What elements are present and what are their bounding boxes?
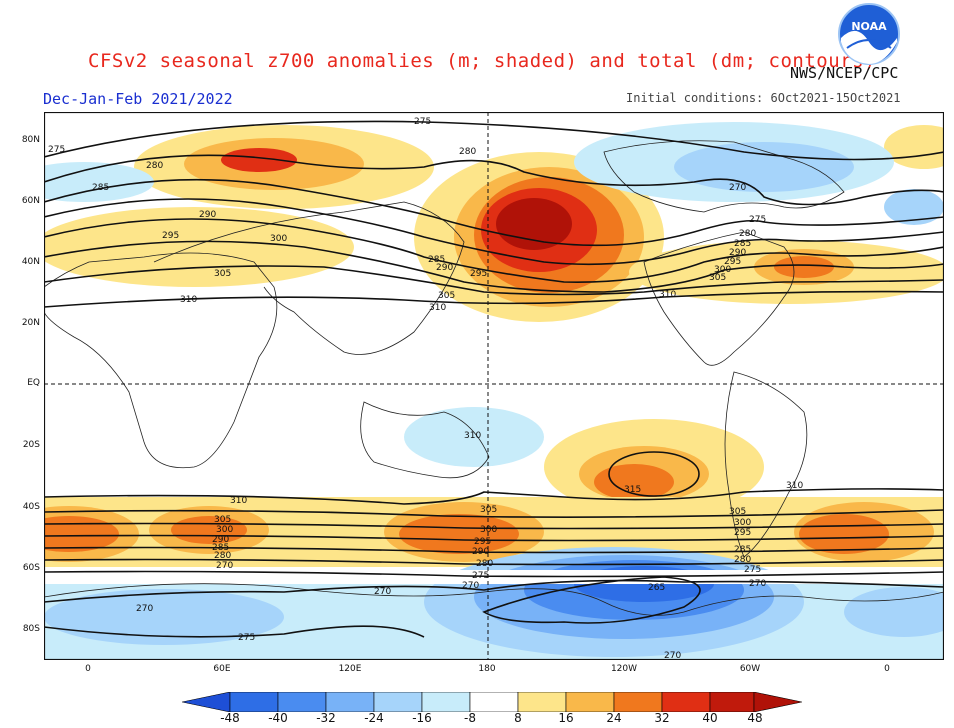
lat-label-40n: 40N [21,257,40,267]
contour-label-295-f: 295 [734,528,751,538]
contour-label-300-e: 300 [480,525,497,535]
lat-label-80s: 80S [22,624,40,634]
contour-label-305-c: 305 [709,273,726,283]
colorbar-label: -48 [220,711,240,725]
chart-title: CFSv2 seasonal z700 anomalies (m; shaded… [88,50,876,72]
contour-label-270-d: 270 [216,561,233,571]
season-label: Dec-Jan-Feb 2021/2022 [43,90,233,108]
contour-label-310-c: 310 [659,290,676,300]
colorbar-label: 8 [514,711,522,725]
contour-label-280: 280 [146,161,163,171]
contour-label-275-c: 275 [749,215,766,225]
colorbar-label: -8 [464,711,476,725]
contour-label-270: 270 [729,183,746,193]
contour-label-310-d: 310 [464,431,481,441]
contour-label-285-f: 285 [734,545,751,555]
contour-label-305-f: 305 [729,507,746,517]
agency-label: NWS/NCEP/CPC [790,64,899,82]
colorbar [182,692,802,712]
colorbar-label: -16 [412,711,432,725]
contour-label-295-e: 295 [474,537,491,547]
contour-label-300-f: 300 [734,518,751,528]
lon-label-0: 0 [85,664,91,674]
colorbar-label: 48 [747,711,763,725]
contour-label-280-b: 280 [459,147,476,157]
anomaly-map: 275 275 280 280 285 290 295 300 305 310 … [44,112,944,660]
lon-label-0-right: 0 [884,664,890,674]
lon-label-60w: 60W [739,664,761,674]
contour-label-275-f: 275 [744,565,761,575]
contour-label-300-c: 300 [714,265,731,275]
contour-label-285-c: 285 [734,239,751,249]
contour-label-315: 315 [624,485,641,495]
contour-label-295-c: 295 [724,257,741,267]
contour-label-270-g: 270 [374,587,391,597]
lon-label-60e: 60E [213,664,231,674]
map-frame [44,112,944,660]
contour-label-300-d: 300 [216,525,233,535]
contour-label-310-e: 310 [230,496,247,506]
contour-label-270-f: 270 [749,579,766,589]
lat-label-60s: 60S [22,563,40,573]
lat-label-eq: EQ [27,378,40,388]
contour-label-280-e: 280 [476,559,493,569]
contour-label-290-e: 290 [472,547,489,557]
colorbar-label: -40 [268,711,288,725]
contour-label-285-d: 285 [212,543,229,553]
lon-label-180: 180 [478,664,496,674]
contour-label-290: 290 [199,210,216,220]
contour-label-275: 275 [414,117,431,127]
lon-label-120e: 120E [338,664,362,674]
contour-label-290-d: 290 [212,535,229,545]
contour-label-295-b: 295 [470,269,487,279]
contour-labels: 275 275 280 280 285 290 295 300 305 310 … [48,117,803,660]
lat-label-60n: 60N [21,196,40,206]
coastlines [44,140,944,616]
noaa-logo: NOAA [838,3,900,65]
colorbar-label: -32 [316,711,336,725]
initial-conditions-label: Initial conditions: 6Oct2021-15Oct2021 [626,91,901,105]
contour-label-290-b: 290 [436,263,453,273]
contour-label-285: 285 [92,183,109,193]
contour-label-310-f: 310 [786,481,803,491]
contour-label-275-g: 275 [238,633,255,643]
contour-label-305: 305 [214,269,231,279]
contour-label-305-d: 305 [214,515,231,525]
lat-label-20n: 20N [21,318,40,328]
contour-label-270-i: 270 [664,651,681,660]
contour-label-285-b: 285 [428,255,445,265]
contour-label-310: 310 [180,295,197,305]
contour-label-265: 265 [648,583,665,593]
contour-label-275-e: 275 [472,571,489,581]
colorbar-label: 24 [606,711,622,725]
contour-label-280-f: 280 [734,555,751,565]
contour-label-270-e: 270 [462,581,479,591]
lat-label-20s: 20S [22,440,40,450]
svg-text:NOAA: NOAA [851,20,887,33]
contour-label-290-c: 290 [729,248,746,258]
lon-label-120w: 120W [610,664,638,674]
colorbar-label: 40 [702,711,718,725]
contour-label-295: 295 [162,231,179,241]
colorbar-label: 32 [654,711,670,725]
lat-label-40s: 40S [22,502,40,512]
contour-label-275-b: 275 [48,145,65,155]
height-contours [44,120,944,638]
colorbar-label: 16 [558,711,574,725]
contour-label-280-d: 280 [214,551,231,561]
graticule [44,112,944,660]
contour-label-305-e: 305 [480,505,497,515]
lat-label-80n: 80N [21,135,40,145]
contour-label-300: 300 [270,234,287,244]
contour-label-280-c: 280 [739,229,756,239]
contour-label-270-h: 270 [136,604,153,614]
colorbar-label: -24 [364,711,384,725]
contour-label-310-b: 310 [429,303,446,313]
contour-label-305-b: 305 [438,291,455,301]
